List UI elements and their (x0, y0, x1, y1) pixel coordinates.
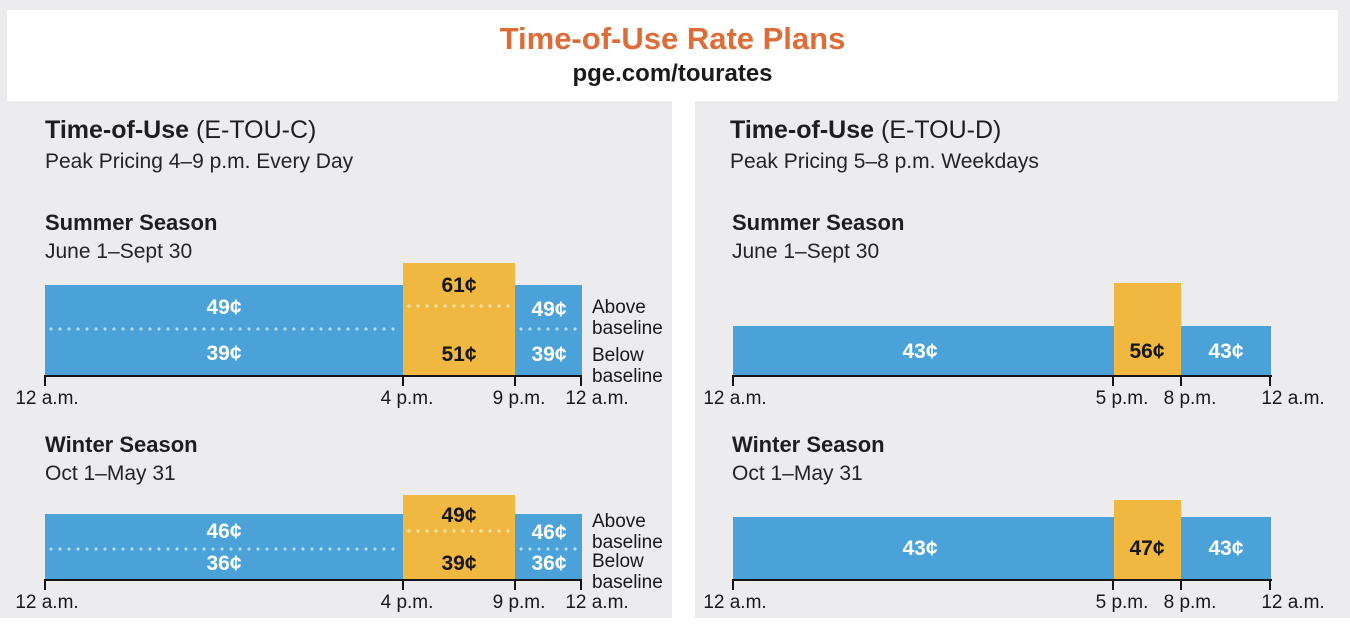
site-url: pge.com/tourates (572, 60, 773, 87)
axis-tick-label: 4 p.m. (380, 388, 434, 409)
rate-value-offpeak-below: 39¢ (206, 342, 242, 365)
rate-value-offpeak-above: 49¢ (206, 296, 242, 319)
offpeak-rate-bar (1181, 517, 1271, 579)
season-title: Winter Season (732, 432, 885, 457)
offpeak-rate-bar (1181, 326, 1271, 375)
rate-value-peak-above: 49¢ (441, 504, 477, 527)
axis-tick (732, 375, 734, 386)
bottom-margin (0, 618, 1350, 634)
axis-tick-label: 8 p.m. (1163, 388, 1217, 409)
plan-name: Time-of-Use (730, 116, 875, 144)
rate-value-offpeak-below: 36¢ (531, 552, 567, 575)
offpeak-rate-bar (45, 514, 403, 579)
axis-tick (402, 579, 404, 590)
axis-tick-label: 8 p.m. (1163, 592, 1217, 613)
offpeak-rate-bar (515, 514, 582, 579)
rate-value-offpeak: 43¢ (1208, 340, 1244, 363)
rate-value-peak: 56¢ (1129, 340, 1165, 363)
axis-tick (1269, 375, 1271, 386)
baseline-divider-dots (407, 529, 511, 533)
axis-tick-label: 12 a.m. (565, 388, 629, 409)
rate-value-offpeak: 43¢ (902, 340, 938, 363)
plan-code: (E-TOU-D) (881, 116, 1002, 144)
rate-value-offpeak: 43¢ (1208, 537, 1244, 560)
season-dates: Oct 1–May 31 (732, 462, 863, 485)
time-axis (732, 579, 1272, 581)
rate-value-peak-above: 61¢ (441, 274, 477, 297)
axis-tick-label: 5 p.m. (1095, 592, 1149, 613)
baseline-divider-dots (49, 327, 399, 331)
axis-tick (1112, 579, 1114, 590)
baseline-divider-dots (519, 327, 578, 331)
season-dates: June 1–Sept 30 (45, 240, 193, 263)
axis-tick (514, 579, 516, 590)
time-axis (44, 579, 582, 581)
axis-tick (1112, 375, 1114, 386)
axis-tick (1180, 375, 1182, 386)
offpeak-rate-bar (733, 326, 1114, 375)
rate-value-offpeak: 43¢ (902, 537, 938, 560)
axis-tick-label: 12 a.m. (1261, 592, 1325, 613)
offpeak-rate-bar (733, 517, 1114, 579)
rate-value-peak-below: 39¢ (441, 552, 477, 575)
baseline-divider-dots (519, 547, 578, 551)
axis-tick-label: 9 p.m. (492, 592, 546, 613)
season-dates: June 1–Sept 30 (732, 240, 880, 263)
below-baseline-label: Below baseline (592, 345, 663, 387)
axis-tick (44, 375, 46, 386)
axis-tick (44, 579, 46, 590)
peak-rate-bar (1114, 500, 1181, 579)
axis-tick (732, 579, 734, 590)
axis-tick-label: 12 a.m. (1261, 388, 1325, 409)
below-baseline-label: Below baseline (592, 551, 663, 593)
plan-title: Time-of-Use (E-TOU-C) (45, 116, 316, 145)
plan-name: Time-of-Use (45, 116, 190, 144)
axis-tick-label: 5 p.m. (1095, 388, 1149, 409)
season-title: Summer Season (732, 210, 905, 235)
axis-tick (1269, 579, 1271, 590)
peak-pricing-note: Peak Pricing 5–8 p.m. Weekdays (730, 150, 1039, 173)
time-axis (44, 375, 582, 377)
axis-tick-label: 12 a.m. (703, 592, 767, 613)
axis-tick (1180, 579, 1182, 590)
axis-tick-label: 12 a.m. (15, 592, 79, 613)
axis-tick-label: 12 a.m. (703, 388, 767, 409)
rate-value-offpeak-above: 46¢ (531, 521, 567, 544)
axis-tick (402, 375, 404, 386)
rate-value-offpeak-below: 36¢ (206, 552, 242, 575)
season-title: Winter Season (45, 432, 198, 457)
rate-value-offpeak-above: 46¢ (206, 520, 242, 543)
page-title: Time-of-Use Rate Plans (499, 21, 846, 56)
axis-tick (580, 375, 582, 386)
above-baseline-label: Above baseline (592, 511, 663, 553)
axis-tick-label: 9 p.m. (492, 388, 546, 409)
peak-rate-bar (403, 495, 515, 579)
header-card: Time-of-Use Rate Plans pge.com/tourates (7, 10, 1338, 101)
season-dates: Oct 1–May 31 (45, 462, 176, 485)
plan-title: Time-of-Use (E-TOU-D) (730, 116, 1001, 145)
peak-rate-bar (1114, 283, 1181, 375)
season-title: Summer Season (45, 210, 218, 235)
panel-divider (672, 101, 695, 618)
plan-code: (E-TOU-C) (196, 116, 317, 144)
above-baseline-label: Above baseline (592, 297, 663, 339)
axis-tick-label: 12 a.m. (15, 388, 79, 409)
axis-tick (580, 579, 582, 590)
baseline-divider-dots (49, 547, 399, 551)
rate-value-offpeak-below: 39¢ (531, 343, 567, 366)
rate-value-peak-below: 51¢ (441, 343, 477, 366)
axis-tick-label: 12 a.m. (565, 592, 629, 613)
peak-rate-bar (403, 263, 515, 375)
time-axis (732, 375, 1272, 377)
axis-tick-label: 4 p.m. (380, 592, 434, 613)
peak-pricing-note: Peak Pricing 4–9 p.m. Every Day (45, 150, 354, 173)
baseline-divider-dots (407, 304, 511, 308)
rate-value-peak: 47¢ (1129, 537, 1165, 560)
rate-value-offpeak-above: 49¢ (531, 298, 567, 321)
axis-tick (514, 375, 516, 386)
